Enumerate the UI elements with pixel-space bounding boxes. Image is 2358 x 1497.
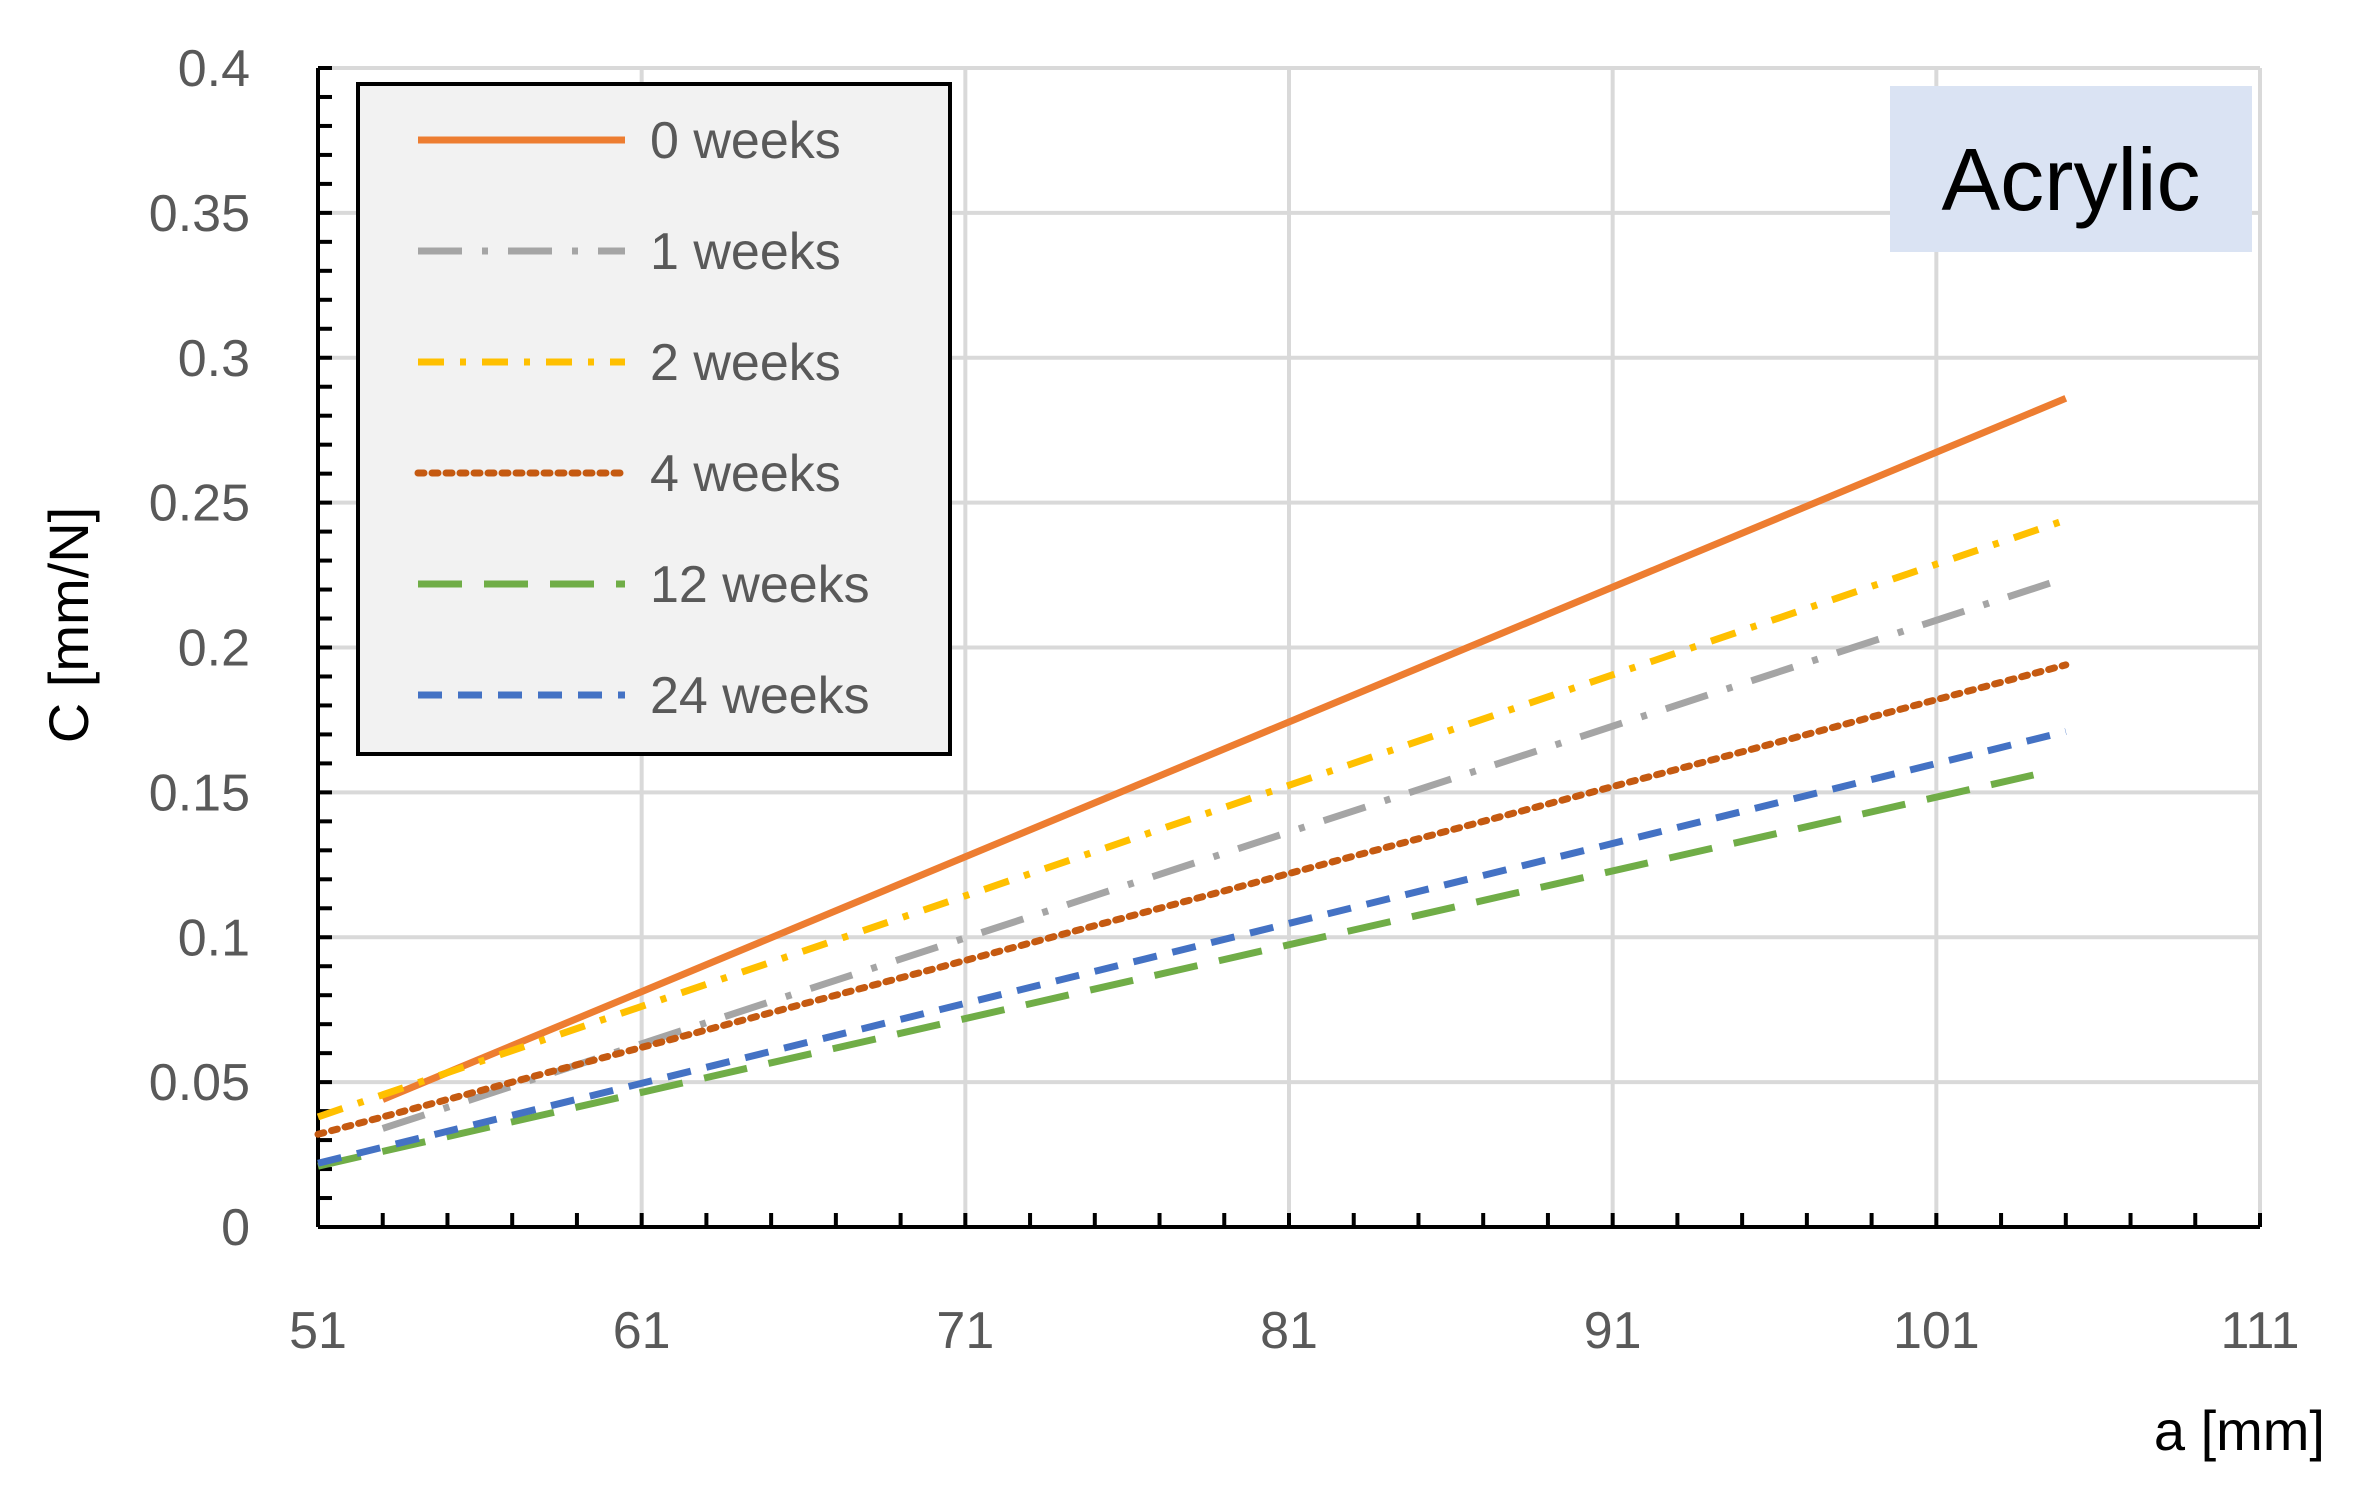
legend-label-0-weeks: 0 weeks — [650, 112, 841, 170]
legend-label-24-weeks: 24 weeks — [650, 667, 870, 725]
annotation-label: Acrylic — [1941, 130, 2200, 229]
x-tick-label: 51 — [289, 1302, 347, 1360]
y-tick-label: 0.25 — [149, 475, 250, 533]
series-1-weeks-line — [381, 574, 2067, 1132]
legend-label-1-weeks: 1 weeks — [650, 223, 841, 281]
annotation-box: Acrylic — [1890, 86, 2252, 252]
x-tick-label: 61 — [613, 1302, 671, 1360]
legend-box — [356, 82, 952, 756]
x-axis-title: a [mm] — [2154, 1399, 2325, 1462]
y-tick-label: 0.05 — [149, 1054, 250, 1112]
annotation-background — [1890, 86, 2252, 252]
series-4-weeks-line — [314, 661, 2070, 1138]
x-tick-label: 81 — [1260, 1302, 1318, 1360]
x-tick-label: 101 — [1893, 1302, 1980, 1360]
axes — [316, 66, 2262, 1229]
legend-label-4-weeks: 4 weeks — [650, 445, 841, 503]
y-tick-label: 0.4 — [178, 40, 250, 98]
x-tick-label: 71 — [936, 1302, 994, 1360]
series-24-weeks-line — [317, 728, 2067, 1167]
series-2-weeks-line — [316, 516, 2067, 1121]
legend-label-12-weeks: 12 weeks — [650, 556, 870, 614]
legend: 0 weeks 1 weeks 2 weeks 4 weeks 12 weeks 24 w… — [356, 82, 952, 756]
y-tick-label: 0.3 — [178, 330, 250, 388]
x-tick-label: 91 — [1584, 1302, 1642, 1360]
series-lines — [314, 395, 2070, 1170]
y-tick-label: 0.35 — [149, 185, 250, 243]
x-tick-label: 111 — [2220, 1302, 2299, 1360]
y-tick-label: 0 — [221, 1199, 250, 1257]
y-axis-title: C [mm/N] — [37, 507, 100, 743]
y-tick-label: 0.15 — [149, 764, 250, 822]
tick-labels: 51 61 71 81 91 101 111 0 0.05 0.1 0.15 0.2 0.25 0.3 0.… — [149, 40, 2300, 1360]
y-tick-label: 0.1 — [178, 909, 250, 967]
series-12-weeks-line — [317, 771, 2035, 1170]
legend-label-2-weeks: 2 weeks — [650, 334, 841, 392]
legend-items: 0 weeks 1 weeks 2 weeks 4 weeks 12 weeks 24 w… — [414, 112, 870, 725]
series-0-weeks-line — [381, 395, 2068, 1103]
y-tick-label: 0.2 — [178, 620, 250, 678]
